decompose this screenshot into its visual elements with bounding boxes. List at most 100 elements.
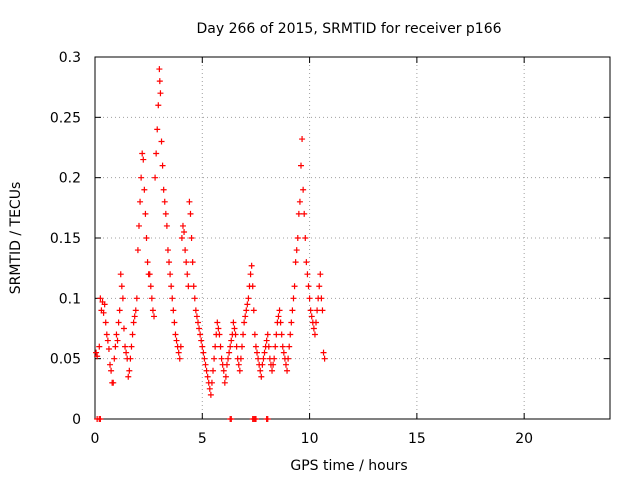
data-point: [287, 331, 294, 338]
data-point: [181, 228, 188, 235]
data-point: [149, 307, 156, 314]
data-point: [251, 331, 258, 338]
data-point: [162, 210, 169, 217]
data-point: [114, 337, 121, 344]
data-point: [156, 66, 163, 73]
y-tick-label: 0.3: [59, 50, 81, 66]
data-point: [158, 138, 165, 145]
data-point: [178, 235, 185, 241]
y-tick-label: 0.1: [59, 291, 81, 307]
data-point: [278, 331, 285, 338]
data-point: [208, 379, 215, 386]
data-point: [291, 283, 298, 290]
data-point: [223, 361, 230, 368]
data-point: [292, 259, 299, 266]
data-point: [160, 186, 167, 193]
data-point: [260, 355, 267, 362]
data-point: [176, 355, 183, 362]
data-point: [259, 361, 266, 368]
x-tick-label: 10: [301, 431, 319, 447]
data-point: [126, 367, 133, 374]
data-point: [302, 235, 309, 241]
data-point: [271, 355, 278, 362]
data-point: [152, 174, 159, 181]
data-point: [197, 331, 204, 338]
data-point: [94, 353, 101, 360]
data-point: [294, 235, 301, 241]
data-point: [206, 385, 213, 392]
data-point: [172, 331, 179, 338]
data-point: [138, 174, 145, 181]
data-point: [216, 331, 223, 338]
data-point: [228, 416, 235, 422]
data-point: [147, 283, 154, 290]
data-point: [115, 319, 122, 326]
data-point: [318, 295, 325, 302]
data-point: [179, 222, 186, 229]
data-point: [252, 343, 259, 350]
data-point: [313, 319, 320, 326]
data-point: [264, 416, 271, 422]
data-point: [241, 319, 248, 326]
data-point: [103, 331, 110, 338]
data-points: [93, 66, 328, 422]
x-tick-label: 5: [198, 431, 207, 447]
data-point: [129, 331, 136, 338]
data-point: [305, 283, 312, 290]
data-point: [304, 271, 311, 278]
data-point: [284, 367, 291, 374]
y-tick-label: 0: [72, 412, 81, 428]
data-point: [308, 313, 315, 320]
data-point: [164, 247, 171, 254]
data-point: [296, 198, 303, 205]
data-point: [93, 349, 100, 356]
data-point: [127, 355, 134, 362]
data-point: [154, 126, 161, 133]
data-point: [264, 331, 271, 338]
data-point: [236, 367, 243, 374]
data-point: [177, 343, 184, 350]
axis-tick-labels: 0 5 10 15 20 0 0.05 0.1 0.15 0.2 0.25 0.3: [50, 50, 533, 447]
data-point: [143, 235, 150, 241]
data-point: [227, 343, 234, 350]
data-point: [133, 295, 140, 302]
data-point: [269, 367, 276, 374]
x-axis-label: GPS time / hours: [290, 458, 407, 474]
data-point: [195, 319, 201, 326]
data-point: [196, 325, 203, 332]
data-point: [102, 319, 109, 326]
data-point: [153, 150, 160, 157]
data-point: [193, 313, 200, 320]
data-point: [137, 198, 144, 205]
data-point: [276, 307, 283, 314]
data-point: [202, 361, 209, 368]
data-point: [242, 313, 249, 320]
data-point: [189, 259, 196, 266]
y-tick-label: 0.05: [50, 352, 81, 368]
data-point: [230, 319, 237, 326]
data-point: [255, 355, 262, 362]
data-point: [314, 307, 321, 314]
data-point: [183, 259, 190, 266]
data-point: [265, 343, 272, 350]
data-point: [233, 343, 240, 350]
data-point: [116, 307, 123, 314]
data-point: [252, 416, 259, 422]
data-point: [139, 150, 146, 157]
data-point: [104, 337, 111, 344]
data-point: [212, 343, 219, 350]
data-point: [134, 247, 141, 254]
data-point: [105, 346, 112, 353]
y-tick-label: 0.2: [59, 171, 81, 187]
data-point: [321, 355, 328, 362]
data-point: [200, 349, 207, 356]
data-point: [131, 313, 138, 320]
data-point: [270, 361, 277, 368]
data-point: [170, 307, 177, 314]
data-point: [263, 337, 270, 344]
data-point: [144, 259, 151, 266]
data-point: [192, 307, 199, 314]
data-point: [248, 262, 255, 269]
data-point: [122, 343, 129, 350]
data-point: [220, 367, 227, 374]
